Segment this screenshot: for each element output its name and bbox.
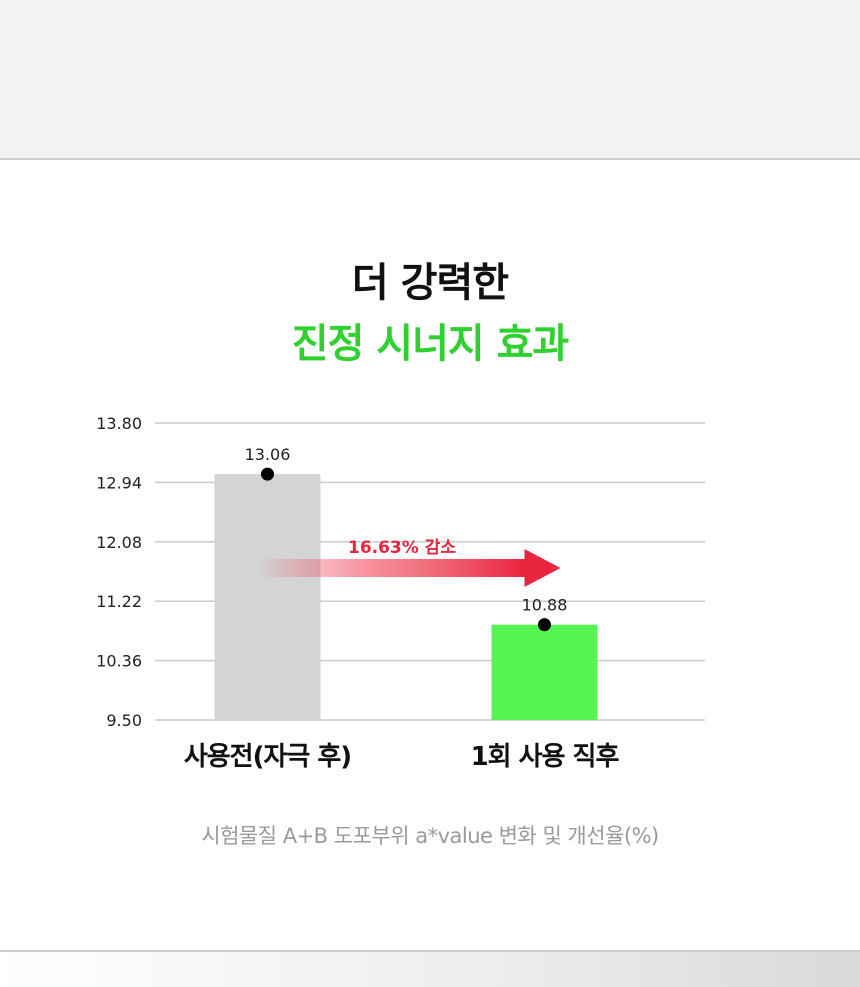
title-line-1: 더 강력한 [351, 260, 509, 306]
y-tick-label: 12.94 [96, 473, 142, 492]
bar [214, 474, 321, 720]
data-point-marker [538, 618, 551, 632]
y-tick-label: 10.36 [96, 652, 142, 671]
y-tick-label: 9.50 [106, 711, 142, 730]
decrease-arrow-shaft [257, 559, 525, 577]
y-tick-label: 12.08 [96, 533, 142, 552]
y-tick-label: 13.80 [96, 414, 142, 433]
data-point-marker [261, 467, 274, 481]
top-band [0, 0, 860, 160]
category-label: 1회 사용 직후 [471, 742, 620, 772]
bar-chart: 13.80 12.94 12.08 11.22 10.36 9.50 13.06 사용전(자극… [96, 414, 705, 772]
data-label: 13.06 [245, 445, 291, 464]
decrease-annotation: 16.63% 감소 [348, 538, 456, 558]
chart-caption: 시험물질 A+B 도포부위 a*value 변화 및 개선율(%) [201, 824, 659, 848]
category-label: 사용전(자극 후) [184, 742, 351, 772]
data-label: 10.88 [522, 596, 568, 615]
y-tick-label: 11.22 [96, 592, 142, 611]
title-line-2: 진정 시너지 효과 [291, 321, 569, 367]
decrease-arrow-head [524, 549, 561, 587]
bottom-band [0, 950, 860, 987]
bar [491, 624, 598, 720]
